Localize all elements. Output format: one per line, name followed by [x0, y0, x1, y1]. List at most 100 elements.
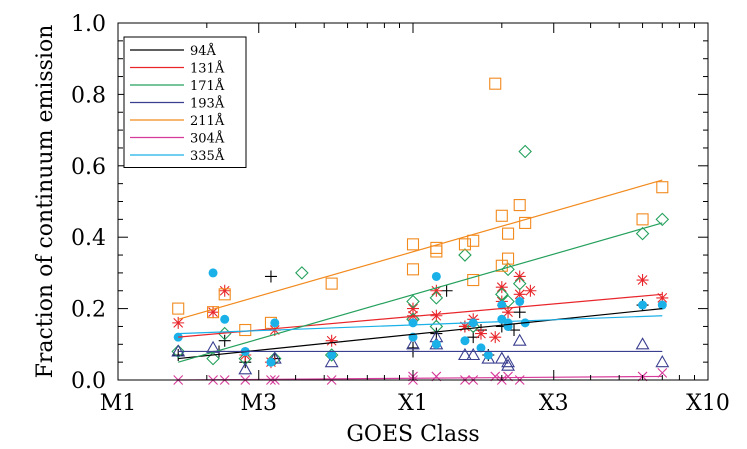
data-point-171 [206, 351, 220, 366]
data-point-335 [638, 300, 648, 310]
data-point-193 [457, 347, 472, 361]
data-point-335 [327, 350, 337, 360]
legend-label: 94Å [190, 43, 217, 59]
data-point-335 [431, 271, 441, 281]
legend-label: 304Å [190, 131, 225, 147]
data-point-304 [503, 371, 513, 382]
legend-label: 335Å [190, 148, 225, 164]
data-point-171 [501, 262, 515, 277]
data-point-171 [295, 266, 309, 280]
data-point-304 [490, 371, 501, 382]
data-point-131 [474, 327, 487, 340]
data-point-211 [656, 181, 669, 194]
data-point-171 [655, 212, 670, 227]
data-point-193 [406, 337, 420, 350]
data-point-211 [467, 234, 480, 247]
data-point-211 [458, 238, 471, 251]
series-211-points [172, 77, 669, 337]
data-point-211 [636, 213, 649, 226]
data-point-131 [513, 270, 526, 283]
series-171-points [171, 144, 670, 366]
x-tick-label: X3 [539, 391, 569, 416]
y-tick-label: 0.4 [71, 226, 106, 251]
data-point-211 [513, 199, 526, 212]
data-point-193 [238, 362, 253, 375]
data-point-193 [324, 355, 339, 368]
data-point-171 [458, 248, 472, 262]
data-point-193 [655, 355, 670, 368]
x-tick-label: M1 [100, 391, 137, 416]
fit-lines [178, 179, 663, 381]
data-point-335 [270, 318, 280, 328]
data-point-211 [325, 277, 338, 290]
fit-line-171 [178, 222, 663, 363]
data-point-211 [218, 288, 231, 301]
data-point-131 [458, 320, 471, 333]
legend-label: 131Å [190, 61, 225, 77]
data-point-335 [476, 343, 486, 353]
data-point-131 [407, 309, 419, 322]
data-point-335 [483, 350, 493, 360]
data-point-171 [512, 276, 527, 291]
data-point-193 [635, 337, 650, 350]
data-point-211 [430, 245, 443, 258]
data-point-335 [503, 321, 513, 331]
y-tick-label: 0.6 [71, 155, 106, 180]
y-tick-label: 0.0 [71, 369, 106, 394]
data-point-131 [172, 316, 185, 329]
data-point-171 [495, 287, 509, 302]
data-point-211 [502, 227, 515, 240]
data-point-211 [489, 77, 502, 90]
data-point-94 [172, 349, 185, 362]
data-point-171 [635, 226, 650, 241]
data-point-131 [636, 274, 649, 287]
data-point-171 [406, 294, 420, 309]
data-point-211 [467, 273, 480, 287]
data-point-94 [513, 306, 526, 319]
data-point-211 [519, 216, 532, 229]
data-point-171 [518, 144, 532, 159]
data-point-335 [266, 357, 276, 367]
data-point-335 [431, 339, 441, 349]
data-point-193 [466, 347, 481, 361]
x-tick-label: M3 [240, 391, 277, 416]
fit-line-335 [178, 315, 663, 335]
legend-label: 171Å [190, 78, 225, 94]
data-point-131 [656, 291, 669, 304]
y-tick-label: 1.0 [71, 12, 106, 37]
data-point-131 [430, 284, 443, 297]
data-point-304 [431, 371, 442, 382]
data-point-94 [440, 284, 453, 297]
data-point-211 [406, 263, 420, 276]
x-axis-ticks: M1 M3 X1 X3 X10 [100, 23, 730, 416]
data-point-335 [408, 318, 418, 328]
data-marks [171, 77, 670, 385]
y-tick-label: 0.2 [71, 298, 106, 323]
data-point-193 [501, 355, 516, 368]
data-point-131 [524, 284, 537, 297]
data-point-335 [497, 300, 507, 310]
data-point-171 [238, 351, 253, 366]
data-point-211 [172, 302, 185, 315]
data-point-211 [495, 209, 508, 222]
y-axis-ticks: 0.0 0.2 0.4 0.6 0.8 1.0 [71, 12, 708, 394]
x-axis-label: GOES Class [346, 422, 479, 447]
data-point-335 [515, 296, 525, 306]
y-axis-label: Fraction of continuum emission [33, 25, 58, 379]
fit-line-304 [178, 375, 663, 381]
y-tick-label: 0.8 [71, 83, 106, 108]
data-point-171 [268, 351, 282, 366]
data-point-193 [512, 333, 527, 346]
data-point-131 [218, 284, 231, 297]
data-point-131 [502, 306, 515, 319]
data-point-335 [657, 300, 667, 310]
data-point-131 [407, 302, 419, 315]
legend-label: 193Å [190, 96, 225, 112]
data-point-131 [513, 288, 526, 301]
data-point-211 [495, 259, 508, 272]
data-point-211 [502, 252, 515, 265]
data-point-335 [208, 268, 218, 278]
axes: M1 M3 X1 X3 X10 0.0 0.2 0.4 0.6 0.8 1.0 [71, 12, 730, 416]
